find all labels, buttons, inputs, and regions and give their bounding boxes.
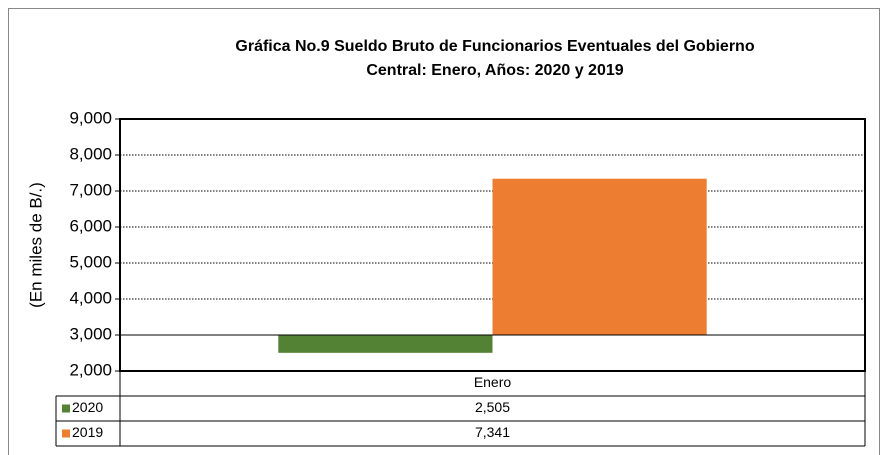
legend-label: 2019 [72, 424, 103, 440]
data-label: 2,505 [475, 399, 510, 415]
chart-title: Central: Enero, Años: 2020 y 2019 [366, 62, 623, 79]
data-label: 7,341 [475, 424, 510, 440]
y-tick-label: 3,000 [69, 324, 112, 343]
y-tick-label: 4,000 [69, 288, 112, 307]
y-tick-label: 7,000 [69, 180, 112, 199]
legend-swatch [62, 404, 70, 413]
y-tick-label: 2,000 [69, 360, 112, 379]
y-tick-label: 9,000 [69, 108, 112, 127]
y-tick-label: 6,000 [69, 216, 112, 235]
chart-title: Gráfica No.9 Sueldo Bruto de Funcionario… [235, 38, 754, 55]
bar [492, 178, 707, 335]
y-axis-title: (En miles de B/.) [26, 182, 45, 308]
legend-label: 2020 [72, 399, 103, 415]
x-tick-label: Enero [474, 374, 512, 390]
plot-border [119, 118, 866, 372]
bar [278, 335, 493, 353]
y-tick-label: 5,000 [69, 252, 112, 271]
legend-swatch [62, 429, 70, 438]
chart-frame [8, 8, 880, 455]
y-tick-label: 8,000 [69, 144, 112, 163]
